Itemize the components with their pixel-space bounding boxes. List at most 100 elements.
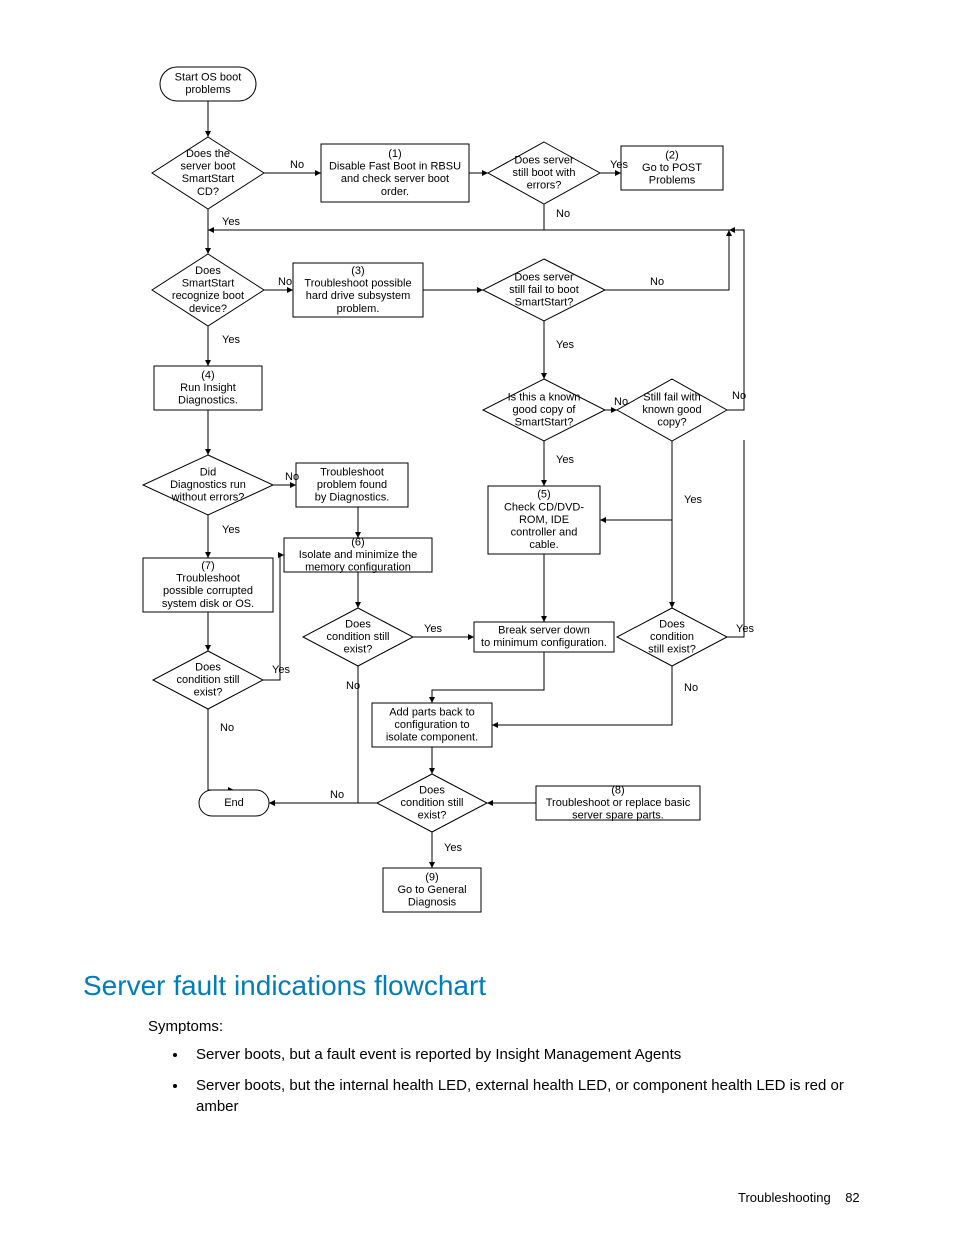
svg-text:Disable Fast Boot in RBSU: Disable Fast Boot in RBSU [329, 161, 461, 173]
svg-text:No: No [285, 471, 299, 483]
footer: Troubleshooting 82 [738, 1190, 860, 1205]
svg-text:Yes: Yes [444, 842, 462, 854]
svg-text:Yes: Yes [424, 623, 442, 635]
svg-text:Does: Does [195, 661, 221, 673]
svg-text:copy?: copy? [657, 417, 686, 429]
svg-text:Problems: Problems [649, 175, 696, 187]
section-heading: Server fault indications flowchart [83, 970, 486, 1002]
svg-text:Diagnostics run: Diagnostics run [170, 479, 246, 491]
svg-text:No: No [330, 789, 344, 801]
svg-text:possible corrupted: possible corrupted [163, 585, 253, 597]
svg-text:Isolate and minimize the: Isolate and minimize the [299, 549, 418, 561]
svg-text:Does server: Does server [514, 154, 574, 166]
footer-page: 82 [845, 1190, 859, 1205]
svg-text:(7): (7) [201, 560, 214, 572]
svg-text:Check CD/DVD-: Check CD/DVD- [504, 501, 584, 513]
svg-text:exist?: exist? [194, 687, 223, 699]
svg-text:No: No [220, 722, 234, 734]
svg-text:Yes: Yes [222, 524, 240, 536]
svg-text:End: End [224, 797, 244, 809]
boot-troubleshoot-flowchart: Start OS bootproblems Does theserver boot… [0, 0, 954, 960]
svg-text:Go to POST: Go to POST [642, 162, 702, 174]
svg-text:Start OS boot: Start OS boot [175, 72, 242, 84]
svg-text:Does: Does [419, 784, 445, 796]
svg-text:(5): (5) [537, 489, 550, 501]
svg-text:system disk or OS.: system disk or OS. [162, 598, 254, 610]
svg-text:Yes: Yes [272, 664, 290, 676]
svg-text:No: No [290, 159, 304, 171]
svg-text:device?: device? [189, 303, 227, 315]
svg-text:server boot: server boot [180, 161, 235, 173]
document-page: Start OS bootproblems Does theserver boot… [0, 0, 954, 1235]
svg-text:errors?: errors? [527, 180, 562, 192]
svg-text:Go to General: Go to General [397, 884, 466, 896]
svg-text:condition still: condition still [177, 674, 240, 686]
svg-text:problems: problems [185, 84, 231, 96]
svg-text:order.: order. [381, 186, 409, 198]
symptoms-label: Symptoms: [148, 1016, 223, 1037]
svg-text:condition still: condition still [401, 797, 464, 809]
svg-text:Yes: Yes [736, 623, 754, 635]
svg-text:No: No [650, 276, 664, 288]
svg-text:Diagnostics.: Diagnostics. [178, 395, 238, 407]
svg-text:Still fail with: Still fail with [643, 391, 700, 403]
svg-text:Does server: Does server [514, 271, 574, 283]
svg-text:SmartStart: SmartStart [182, 278, 235, 290]
svg-text:server spare parts.: server spare parts. [572, 810, 664, 822]
svg-text:Troubleshoot possible: Troubleshoot possible [304, 278, 411, 290]
svg-text:(3): (3) [351, 265, 364, 277]
svg-text:Run Insight: Run Insight [180, 382, 236, 394]
svg-text:still fail to boot: still fail to boot [509, 284, 579, 296]
svg-text:(2): (2) [665, 149, 678, 161]
svg-text:No: No [278, 276, 292, 288]
svg-text:exist?: exist? [344, 644, 373, 656]
svg-text:controller and: controller and [511, 527, 578, 539]
svg-text:recognize boot: recognize boot [172, 290, 244, 302]
svg-text:No: No [614, 396, 628, 408]
svg-text:Yes: Yes [222, 334, 240, 346]
svg-text:Does: Does [195, 265, 221, 277]
svg-text:No: No [346, 680, 360, 692]
svg-text:Troubleshoot: Troubleshoot [320, 466, 384, 478]
svg-text:(9): (9) [425, 871, 438, 883]
svg-text:SmartStart?: SmartStart? [515, 417, 574, 429]
svg-text:SmartStart: SmartStart [182, 173, 235, 185]
svg-text:isolate component.: isolate component. [386, 732, 478, 744]
svg-text:Troubleshoot: Troubleshoot [176, 573, 240, 585]
svg-text:hard drive subsystem: hard drive subsystem [306, 290, 411, 302]
svg-text:Does: Does [659, 618, 685, 630]
svg-text:Yes: Yes [556, 454, 574, 466]
svg-text:still exist?: still exist? [648, 644, 696, 656]
svg-text:Yes: Yes [684, 494, 702, 506]
svg-text:No: No [556, 208, 570, 220]
svg-text:CD?: CD? [197, 186, 219, 198]
svg-text:still boot with: still boot with [513, 167, 576, 179]
svg-text:to minimum configuration.: to minimum configuration. [481, 637, 607, 649]
svg-text:(8): (8) [611, 784, 624, 796]
svg-text:ROM, IDE: ROM, IDE [519, 514, 569, 526]
svg-text:condition: condition [650, 631, 694, 643]
svg-text:Does: Does [345, 618, 371, 630]
svg-text:configuration to: configuration to [394, 719, 469, 731]
svg-text:Does the: Does the [186, 148, 230, 160]
svg-text:Is this a known: Is this a known [508, 391, 581, 403]
svg-text:cable.: cable. [529, 539, 558, 551]
svg-text:Break server down: Break server down [498, 625, 590, 637]
svg-text:(6): (6) [351, 536, 364, 548]
svg-text:exist?: exist? [418, 810, 447, 822]
svg-text:Diagnosis: Diagnosis [408, 897, 457, 909]
svg-text:(4): (4) [201, 369, 214, 381]
svg-text:condition still: condition still [327, 631, 390, 643]
svg-text:Yes: Yes [556, 339, 574, 351]
svg-text:No: No [684, 682, 698, 694]
svg-text:and check server boot: and check server boot [341, 173, 449, 185]
symptoms-list: Server boots, but a fault event is repor… [148, 1044, 868, 1127]
svg-text:Add parts back to: Add parts back to [389, 706, 475, 718]
svg-text:without errors?: without errors? [171, 492, 245, 504]
svg-text:memory configuration: memory configuration [305, 562, 411, 574]
svg-text:SmartStart?: SmartStart? [515, 297, 574, 309]
list-item: Server boots, but a fault event is repor… [188, 1044, 868, 1065]
svg-text:Yes: Yes [222, 216, 240, 228]
list-item: Server boots, but the internal health LE… [188, 1075, 868, 1117]
svg-text:problem.: problem. [337, 303, 380, 315]
